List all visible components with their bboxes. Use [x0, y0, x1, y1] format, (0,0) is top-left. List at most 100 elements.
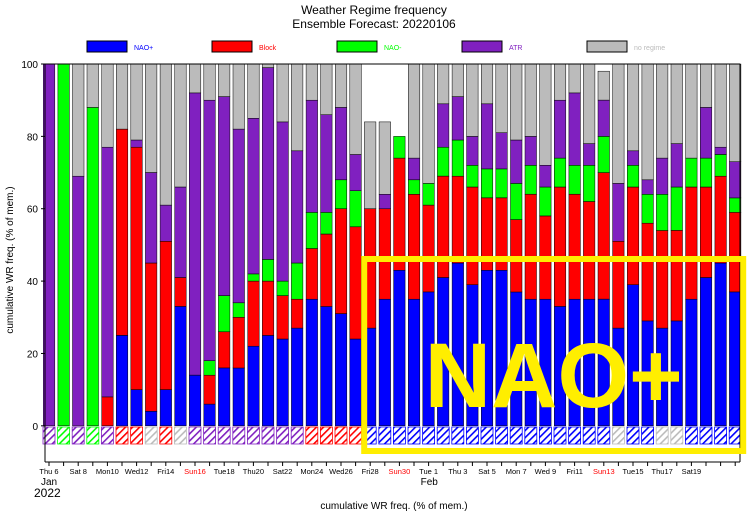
bar-segment: [291, 150, 304, 264]
regime-day-box: [319, 426, 333, 445]
y-tick-label: 0: [32, 422, 38, 433]
regime-day-box: [451, 426, 465, 445]
x-tick-label: Tue18: [214, 467, 235, 476]
regime-day-box: [217, 426, 231, 445]
regime-day-box: [685, 426, 698, 445]
x-tick-label: Thu17: [652, 467, 673, 476]
bar-segment: [203, 403, 216, 427]
regime-day-box: [86, 426, 100, 445]
bar-segment: [189, 92, 202, 376]
bar-segment: [378, 208, 391, 300]
bar-segment: [408, 179, 421, 195]
x-tick-label: Mon10: [96, 467, 119, 476]
bar-segment: [422, 183, 435, 206]
bar-segment: [700, 107, 713, 159]
regime-day-box: [407, 426, 421, 445]
bar-segment: [291, 298, 304, 329]
bar-segment: [451, 63, 464, 97]
bar-segment: [159, 241, 172, 390]
daily-regime-row: [42, 426, 742, 445]
month-label: Jan: [41, 477, 57, 488]
legend-label: NAO-: [384, 45, 402, 52]
bar-segment: [597, 70, 610, 101]
bar-segment: [145, 411, 158, 427]
bar-segment: [539, 186, 552, 217]
bar-segment: [510, 63, 523, 141]
bar-segment: [203, 360, 216, 376]
x-tick-label: Sat 8: [69, 467, 87, 476]
x-tick-label: Sun16: [184, 467, 206, 476]
annotation-box: [361, 256, 747, 454]
bar-segment: [276, 295, 289, 340]
bar-segment: [247, 118, 260, 275]
y-tick-label: 20: [27, 349, 39, 360]
bar-segment: [554, 186, 567, 307]
bar-segment: [349, 226, 362, 340]
bar-segment: [583, 63, 596, 144]
bar-segment: [291, 262, 304, 300]
regime-day-box: [42, 426, 56, 445]
regime-day-box: [524, 426, 538, 445]
x-axis: Thu 6 Sat 8 Mon10 Wed12 Fri14 Sun16 Tue18 Thu20…: [39, 462, 736, 488]
bar-segment: [729, 212, 742, 293]
bar-segment: [276, 280, 289, 296]
regime-day-box: [378, 426, 392, 445]
bar-segment: [466, 165, 479, 188]
bar-segment: [685, 63, 698, 159]
bar-segment: [232, 128, 245, 304]
bar-segment: [524, 194, 537, 300]
regime-day-box: [305, 426, 319, 445]
bar-segment: [72, 175, 85, 427]
bar-segment: [641, 179, 654, 195]
y-axis-label: cumulative WR freq. (% of mem.): [5, 186, 16, 333]
x-tick-label: Sun13: [593, 467, 615, 476]
regime-day-box: [203, 426, 217, 445]
bar-segment: [451, 96, 464, 141]
bar-segment: [174, 306, 187, 427]
bar-segment: [174, 186, 187, 278]
bar-segment: [583, 165, 596, 202]
regime-day-box: [101, 426, 114, 445]
bar-segment: [524, 63, 537, 137]
bar-segment: [86, 107, 99, 427]
legend-label: NAO+: [134, 45, 153, 52]
x-tick-label: Thu 6: [39, 467, 58, 476]
bar-segment: [510, 219, 523, 293]
bar-segment: [305, 212, 318, 249]
bar-segment: [159, 63, 172, 206]
regime-day-box: [465, 426, 479, 445]
regime-day-box: [495, 426, 509, 445]
bar-segment: [729, 291, 742, 427]
bar-segment: [335, 107, 348, 181]
bar-segment: [422, 204, 435, 293]
bar-segment: [495, 63, 508, 133]
bar-segment: [627, 165, 640, 188]
bar-segment: [641, 222, 654, 322]
bar-segment: [276, 121, 289, 282]
regime-day-box: [597, 426, 611, 445]
month-label: Feb: [421, 477, 439, 488]
bar-segment: [714, 154, 727, 177]
bar-segment: [218, 331, 231, 369]
regime-day-box: [699, 426, 713, 445]
legend: NAO+ Block NAO- ATR no regime: [86, 40, 665, 53]
y-tick-label: 100: [21, 60, 38, 71]
bar-segment: [597, 99, 610, 137]
bar-segment: [437, 63, 450, 105]
bar-segment: [305, 63, 318, 101]
bar-segment: [670, 63, 683, 144]
bar-segment: [466, 63, 479, 137]
regime-day-box: [290, 426, 304, 445]
regime-day-box: [612, 426, 625, 445]
chart-subtitle: Ensemble Forecast: 20220106: [292, 17, 456, 31]
regime-day-box: [57, 426, 70, 445]
y-tick-label: 40: [27, 277, 39, 288]
bar-segment: [656, 194, 669, 231]
regime-day-box: [71, 426, 85, 445]
regime-day-box: [436, 426, 450, 445]
legend-label: ATR: [509, 45, 522, 52]
bar-segment: [247, 345, 260, 427]
bar-segment: [685, 157, 698, 188]
bar-segment: [291, 327, 304, 427]
stacked-bars: [43, 63, 742, 427]
